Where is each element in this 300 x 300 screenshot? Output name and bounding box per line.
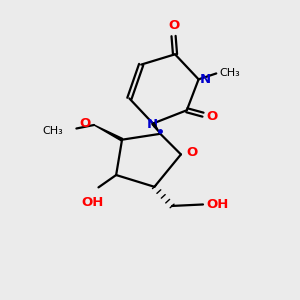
Text: CH₃: CH₃ [219, 68, 240, 78]
Text: O: O [168, 19, 179, 32]
Text: N: N [200, 73, 211, 86]
Text: CH₃: CH₃ [42, 126, 63, 136]
Text: N: N [146, 118, 158, 130]
Text: OH: OH [81, 196, 104, 208]
Text: O: O [187, 146, 198, 159]
Text: O: O [79, 117, 90, 130]
Polygon shape [152, 123, 160, 134]
Text: OH: OH [207, 198, 229, 211]
Text: O: O [207, 110, 218, 123]
Polygon shape [94, 125, 123, 141]
